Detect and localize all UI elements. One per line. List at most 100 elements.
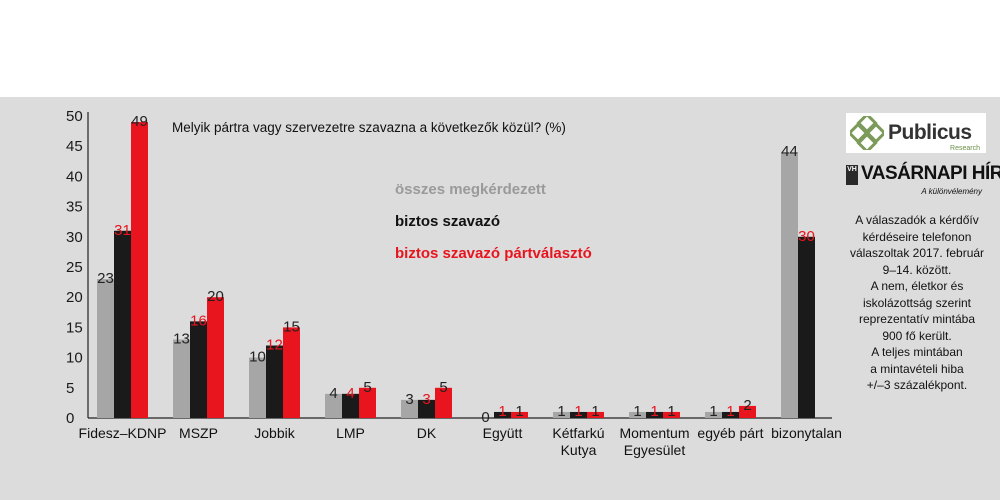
bar (587, 411, 604, 418)
publicus-logo: Publicus Research (846, 113, 986, 153)
bar-value-label: 4 (329, 385, 337, 402)
bar (646, 411, 663, 418)
x-category-label: Kutya (561, 442, 597, 458)
note-line: válaszoltak 2017. február (849, 246, 985, 260)
bar-value-label: 31 (114, 222, 131, 239)
y-tick-label: 25 (66, 259, 83, 276)
bar (207, 297, 224, 418)
note-line: 900 fő került. (882, 328, 952, 343)
bar (325, 393, 342, 418)
y-tick-label: 20 (66, 289, 83, 306)
bar (781, 152, 798, 419)
bar (342, 393, 359, 418)
bar (359, 387, 376, 418)
bar-value-label: 16 (190, 312, 207, 329)
chart-title: Melyik pártra vagy szervezetre szavazna … (172, 120, 566, 135)
y-tick-label: 5 (66, 380, 74, 397)
bar (553, 411, 570, 418)
y-tick-label: 50 (66, 108, 83, 125)
bar-value-label: 4 (346, 385, 354, 402)
bar-value-label: 5 (363, 379, 371, 396)
x-category-label: Együtt (483, 425, 523, 441)
y-tick-label: 15 (66, 319, 83, 336)
bar-value-label: 1 (726, 403, 734, 420)
bar-value-label: 3 (422, 391, 430, 408)
bar (190, 321, 207, 418)
vasarnapi-hirek-logo: VH VASÁRNAPI HÍREK A különvélemény (846, 163, 1000, 199)
x-category-label: Egyesület (624, 442, 686, 458)
bar-value-label: 0 (481, 409, 489, 426)
x-category-label: Fidesz–KDNP (79, 425, 167, 441)
bar-value-label: 1 (574, 403, 582, 420)
bar (629, 411, 646, 418)
bar (739, 405, 756, 418)
bar-value-label: 1 (591, 403, 599, 420)
x-category-label: Momentum (619, 425, 689, 441)
vh-logo-subtext: A különvélemény (921, 187, 982, 196)
bar-value-label: 20 (207, 288, 224, 305)
note-line: A válaszadók a kérdőív (855, 213, 979, 227)
bar (131, 122, 148, 418)
methodology-note: A válaszadók a kérdőív kérdéseire telefo… (842, 212, 992, 394)
y-tick-label: 40 (66, 168, 83, 185)
vh-logo-icon: VH (846, 165, 858, 185)
y-tick-label: 45 (66, 138, 83, 155)
bar (97, 279, 114, 418)
note-line: A teljes mintában (871, 345, 963, 359)
bar-value-label: 2 (743, 397, 751, 414)
bar-value-label: 1 (709, 403, 717, 420)
legend-all-respondents: összes megkérdezett (395, 181, 546, 198)
x-category-label: LMP (336, 425, 365, 441)
bar-value-label: 1 (557, 403, 565, 420)
bar (249, 357, 266, 418)
x-category-label: MSZP (179, 425, 218, 441)
note-line: 9–14. között. (882, 262, 952, 277)
bar-value-label: 49 (131, 113, 148, 130)
publicus-logo-subtext: Research (950, 145, 980, 152)
publicus-logo-icon (850, 116, 884, 150)
bar-value-label: 15 (283, 318, 300, 335)
bar (494, 411, 511, 418)
note-line: iskolázottság szerint (862, 295, 972, 310)
bar (266, 345, 283, 418)
bar-value-label: 1 (633, 403, 641, 420)
bar (401, 399, 418, 418)
bar (114, 230, 131, 418)
bar-value-label: 1 (667, 403, 675, 420)
note-line: kérdéseire telefonon (862, 229, 972, 244)
x-category-label: egyéb párt (697, 425, 763, 441)
y-tick-label: 35 (66, 199, 83, 216)
bar (663, 411, 680, 418)
bar-value-label: 1 (515, 403, 523, 420)
note-line: +/–3 százalékpont. (866, 378, 968, 392)
bar (283, 327, 300, 418)
bar (418, 399, 435, 418)
y-tick-label: 10 (66, 350, 83, 367)
bar-value-label: 30 (798, 228, 815, 245)
bar-value-label: 5 (439, 379, 447, 396)
bar-value-label: 3 (405, 391, 413, 408)
bar-value-label: 44 (781, 143, 798, 160)
bar-value-label: 1 (498, 403, 506, 420)
bar (705, 411, 722, 418)
publicus-logo-text: Publicus (888, 121, 972, 144)
bar (570, 411, 587, 418)
bar (722, 411, 739, 418)
bar (173, 339, 190, 418)
x-category-label: bizonytalan (771, 425, 842, 441)
legend-certain-party-choosers: biztos szavazó pártválasztó (395, 245, 592, 262)
legend-certain-voters: biztos szavazó (395, 213, 501, 230)
bar-value-label: 13 (173, 330, 190, 347)
x-category-label: Jobbik (254, 425, 295, 441)
bar (435, 387, 452, 418)
y-tick-label: 30 (66, 229, 83, 246)
bar (798, 236, 815, 418)
x-category-label: Kétfarkú (552, 425, 604, 441)
bar-value-label: 1 (650, 403, 658, 420)
note-line: A nem, életkor és (870, 279, 964, 293)
x-category-label: DK (417, 425, 437, 441)
bar (511, 411, 528, 418)
bar-value-label: 10 (249, 349, 266, 366)
note-line: reprezentatív mintába (858, 312, 976, 326)
